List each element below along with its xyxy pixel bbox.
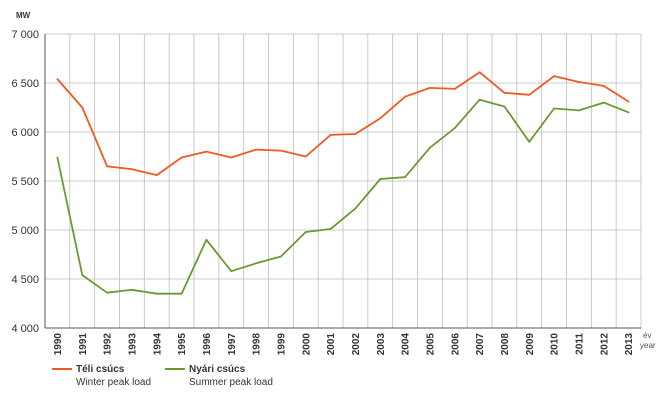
x-tick-label: 2003 (376, 333, 387, 356)
x-tick-label: 2000 (301, 333, 312, 356)
y-tick-label: 5 000 (11, 225, 39, 237)
y-axis: 4 000 4 500 5 000 5 500 6 000 6 500 7 000 (11, 29, 46, 335)
legend-sublabel-1: Summer peak load (189, 377, 273, 388)
data-point-0 (280, 149, 282, 152)
data-point-1 (379, 178, 382, 180)
data-point-1 (627, 111, 630, 114)
data-point-1 (205, 238, 208, 241)
data-point-0 (354, 133, 357, 135)
data-point-1 (180, 292, 183, 295)
data-point-1 (429, 146, 431, 149)
x-tick-label: 1992 (103, 333, 114, 356)
plot-area (56, 71, 630, 295)
x-tick-label: 1996 (202, 333, 213, 356)
data-point-0 (453, 87, 456, 90)
x-unit-label-hu: év (643, 331, 651, 340)
data-point-0 (155, 174, 158, 177)
data-point-1 (106, 291, 108, 294)
series-line-0 (56, 71, 630, 177)
y-tick-label: 5 500 (11, 176, 39, 188)
x-tick-label: 1997 (227, 333, 238, 356)
data-point-0 (602, 85, 605, 87)
legend-label-0: Téli csúcs (76, 364, 125, 375)
x-tick-label: 2012 (599, 333, 610, 356)
data-point-0 (304, 155, 307, 158)
data-point-0 (578, 81, 580, 83)
data-point-0 (230, 156, 233, 159)
x-tick-label: 2008 (500, 333, 511, 356)
grid (44, 33, 642, 329)
data-point-0 (56, 78, 59, 80)
data-point-0 (553, 75, 555, 78)
data-point-0 (106, 165, 108, 168)
data-point-1 (56, 156, 59, 159)
data-point-1 (131, 288, 133, 291)
x-tick-label: 1993 (127, 333, 138, 356)
data-point-1 (453, 127, 456, 129)
data-point-0 (329, 134, 332, 136)
x-tick-label: 2006 (450, 333, 461, 356)
x-tick-label: 1991 (78, 333, 89, 356)
data-point-0 (528, 93, 531, 96)
data-point-1 (304, 231, 307, 233)
data-point-1 (404, 176, 406, 178)
data-point-0 (503, 91, 506, 94)
data-point-1 (478, 98, 481, 101)
y-tick-label: 6 500 (11, 78, 39, 90)
x-tick-label: 2011 (574, 333, 585, 355)
legend: Téli csúcs Winter peak load Nyári csúcs Sum… (52, 364, 273, 388)
data-point-0 (627, 100, 630, 103)
data-point-1 (528, 140, 531, 143)
data-point-0 (404, 95, 406, 98)
data-point-1 (503, 105, 506, 108)
x-tick-label: 2004 (401, 333, 412, 356)
x-tick-label: 1990 (53, 333, 64, 356)
y-tick-label: 7 000 (11, 29, 39, 41)
x-tick-label: 2010 (550, 333, 561, 356)
series-line-1 (56, 98, 629, 295)
data-point-0 (81, 106, 84, 109)
x-tick-label: 2007 (475, 333, 486, 356)
legend-label-1: Nyári csúcs (189, 364, 246, 375)
x-tick-label: 1998 (252, 333, 263, 356)
data-point-0 (205, 150, 208, 153)
data-point-0 (478, 71, 481, 74)
x-tick-label: 2001 (326, 333, 337, 356)
data-point-1 (578, 109, 580, 112)
data-point-0 (131, 168, 133, 171)
data-point-0 (180, 156, 183, 159)
data-point-0 (379, 117, 382, 120)
y-tick-label: 4 500 (11, 274, 39, 286)
y-unit-label: MW (16, 11, 31, 20)
data-point-1 (354, 207, 357, 210)
x-tick-label: 2009 (525, 333, 536, 356)
x-tick-label: 1995 (177, 333, 188, 356)
x-unit-label-en: year (640, 341, 656, 350)
x-axis: 1990 1991 1992 1993 1994 1995 1996 1997 1998 1999… (45, 327, 641, 356)
y-tick-label: 6 000 (11, 127, 39, 139)
data-point-1 (255, 262, 257, 265)
x-tick-label: 2005 (425, 333, 436, 356)
x-tick-label: 1994 (152, 333, 163, 356)
data-point-0 (255, 148, 257, 151)
data-point-1 (280, 255, 282, 258)
data-point-1 (553, 107, 555, 110)
data-point-1 (602, 101, 605, 104)
x-tick-label: 2002 (351, 333, 362, 356)
data-point-1 (81, 274, 84, 276)
data-point-1 (230, 270, 233, 273)
legend-sublabel-0: Winter peak load (76, 377, 151, 388)
x-tick-label: 2013 (624, 333, 635, 356)
data-point-1 (329, 228, 332, 230)
y-tick-label: 4 000 (11, 323, 39, 335)
data-point-0 (429, 87, 431, 89)
x-tick-label: 1999 (276, 333, 287, 356)
data-point-1 (155, 292, 158, 295)
